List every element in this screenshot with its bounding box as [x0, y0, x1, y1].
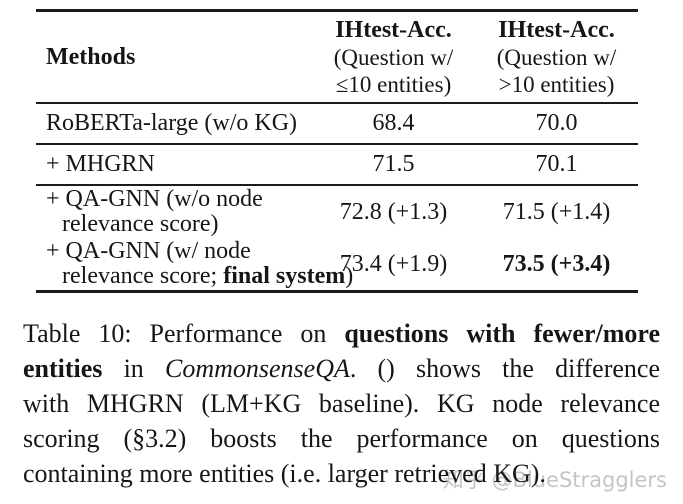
text-segment: questions with fewer/more: [344, 319, 660, 348]
method-cell: + QA-GNN (w/o node relevance score): [36, 187, 312, 237]
text-segment: + MHGRN: [46, 151, 155, 177]
column-header-methods: Methods: [46, 43, 136, 70]
column-header-gt10-entities: IHtest-Acc. (Question w/ >10 entities): [475, 17, 638, 98]
text-segment: final system: [223, 263, 346, 289]
text-segment: Table 10: Performance on: [23, 319, 345, 348]
method-line: + QA-GNN (w/o node: [46, 187, 312, 212]
text-segment: with MHGRN (LM+KG baseline). KG node rel…: [23, 389, 660, 418]
acc-cell-le10-entities: 71.5: [372, 151, 415, 177]
method-line: + QA-GNN (w/ node: [46, 239, 312, 264]
column-header-subtitle: (Question w/: [333, 44, 454, 70]
method-cell: RoBERTa-large (w/o KG): [36, 111, 312, 136]
text-segment: relevance score;: [62, 263, 224, 289]
caption-line: with MHGRN (LM+KG baseline). KG node rel…: [23, 386, 660, 421]
caption-line: Table 10: Performance on questions with …: [23, 316, 660, 351]
acc-cell-le10-entities: 68.4: [372, 110, 415, 136]
method-cell: + MHGRN: [36, 152, 312, 177]
text-segment: scoring (§3.2) boosts the performance on…: [23, 424, 660, 453]
method-line: RoBERTa-large (w/o KG): [46, 111, 312, 136]
caption-line: entities in CommonsenseQA. () shows the …: [23, 351, 660, 386]
text-segment: in: [102, 354, 165, 383]
method-line: relevance score; final system): [46, 263, 353, 289]
column-header-le10-entities: IHtest-Acc. (Question w/ ≤10 entities): [312, 17, 475, 98]
acc-cell-gt10-entities: 71.5 (+1.4): [502, 198, 611, 225]
column-header-title: IHtest-Acc.: [498, 16, 615, 43]
column-header-subtitle: (Question w/: [496, 44, 617, 70]
acc-cell-le10-entities: 72.8 (+1.3): [339, 198, 448, 225]
table-body: RoBERTa-large (w/o KG) 68.4 70.0 + MHGRN 71.…: [36, 104, 638, 290]
column-header-subtitle: ≤10 entities): [335, 71, 452, 97]
method-cell: + QA-GNN (w/ node relevance score; final …: [36, 239, 353, 289]
text-segment: ): [345, 263, 354, 289]
table-row: + QA-GNN (w/o node relevance score) 72.8 (…: [36, 186, 638, 238]
results-table: Methods IHtest-Acc. (Question w/ ≤10 ent…: [36, 9, 638, 293]
table-row: RoBERTa-large (w/o KG) 68.4 70.0: [36, 104, 638, 145]
text-segment: . () shows the difference: [349, 354, 660, 383]
acc-cell-gt10-entities: 73.5 (+3.4): [502, 250, 611, 277]
column-header-subtitle: >10 entities): [498, 71, 615, 97]
table-row: + QA-GNN (w/ node relevance score; final …: [36, 238, 638, 290]
text-segment: CommonsenseQA: [164, 354, 350, 383]
column-header-title: IHtest-Acc.: [335, 16, 452, 43]
table-row: + MHGRN 71.5 70.1: [36, 145, 638, 186]
text-segment: + QA-GNN (w/o node: [46, 186, 263, 212]
zhihu-watermark: 知乎 @BlueStragglers: [442, 468, 667, 492]
acc-cell-le10-entities: 73.4 (+1.9): [339, 250, 448, 277]
caption-line: containing more entities (i.e. larger re…: [23, 456, 660, 491]
table-caption: Table 10: Performance on questions with …: [23, 316, 660, 491]
caption-line: scoring (§3.2) boosts the performance on…: [23, 421, 660, 456]
text-segment: relevance score): [62, 211, 219, 237]
method-line: + MHGRN: [46, 152, 312, 177]
text-segment: RoBERTa-large (w/o KG): [46, 110, 298, 136]
text-segment: + QA-GNN (w/ node: [46, 238, 251, 264]
acc-cell-gt10-entities: 70.1: [535, 151, 578, 177]
method-line: relevance score): [46, 212, 312, 237]
text-segment: entities: [23, 354, 103, 383]
text-segment: containing more entities (i.e. larger re…: [23, 459, 546, 488]
acc-cell-gt10-entities: 70.0: [535, 110, 578, 136]
table-header-row: Methods IHtest-Acc. (Question w/ ≤10 ent…: [36, 12, 638, 104]
